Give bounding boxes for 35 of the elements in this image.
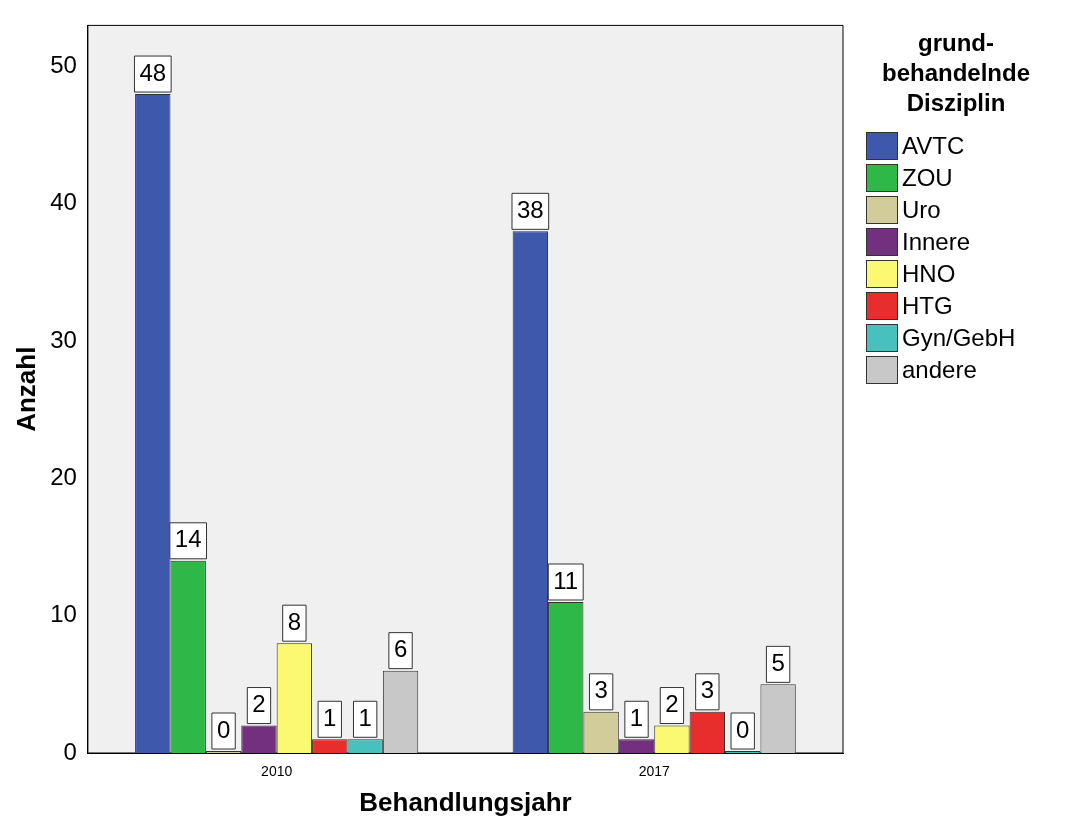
legend-label: Innere: [902, 228, 971, 256]
legend-label: Uro: [902, 196, 941, 224]
legend-label: HTG: [902, 292, 953, 320]
y-tick-label: 20: [50, 463, 77, 491]
data-label: 8: [287, 607, 302, 635]
legend-label: Gyn/GebH: [902, 324, 1016, 352]
data-label: 2: [665, 690, 679, 718]
legend-label: HNO: [902, 260, 956, 288]
data-label: 2: [252, 690, 266, 718]
legend-title: grund-behandelnde Disziplin: [881, 28, 1031, 118]
x-axis-title: Behandlungsjahr: [359, 786, 572, 817]
y-axis-title: Anzahl: [10, 346, 41, 432]
data-label: 48: [139, 58, 167, 86]
data-label: 14: [174, 525, 202, 553]
data-label: 1: [358, 703, 372, 731]
y-tick-label: 10: [50, 600, 77, 628]
y-tick-label: 40: [50, 188, 77, 216]
data-label: 38: [516, 195, 544, 223]
y-tick-label: 0: [63, 737, 77, 765]
x-tick-label: 2010: [261, 763, 293, 780]
legend-label: andere: [902, 356, 977, 384]
x-tick-label: 2017: [638, 763, 670, 780]
data-label: 0: [216, 715, 231, 743]
data-label: 3: [700, 676, 714, 704]
data-label: 3: [594, 676, 608, 704]
data-label: 1: [629, 703, 644, 731]
data-label: 6: [393, 635, 408, 663]
data-label: 0: [736, 715, 750, 743]
data-label: 11: [553, 566, 579, 594]
legend-label: AVTC: [902, 132, 965, 160]
y-tick-label: 50: [50, 51, 77, 79]
data-label: 5: [771, 648, 785, 676]
y-tick-label: 30: [50, 325, 77, 353]
data-label: 1: [323, 703, 337, 731]
legend-label: ZOU: [902, 164, 953, 192]
